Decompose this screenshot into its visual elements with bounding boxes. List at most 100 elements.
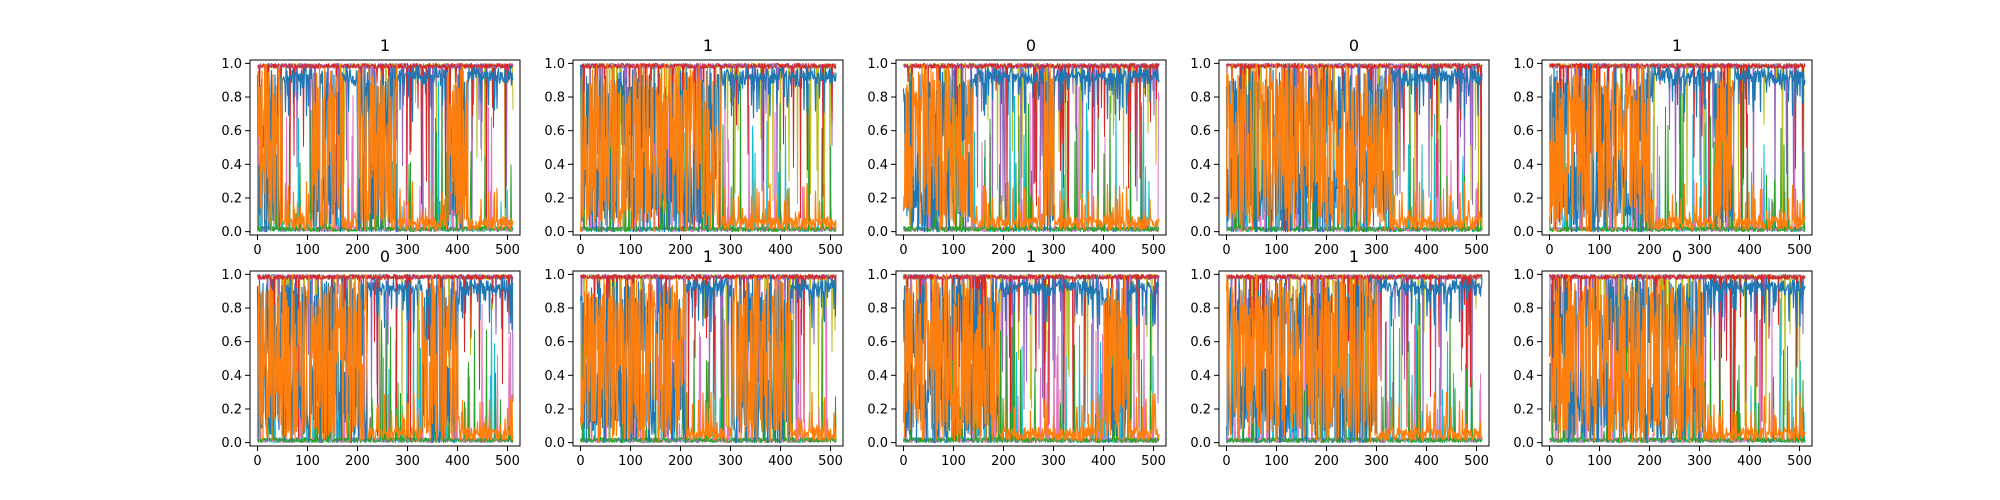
subplot-7: 0 100 200 300 400 500 0.0 0.2 0.4 0.6 0.8 1.0 1	[544, 247, 844, 469]
subplot-4-ticks: 0 100 200 300 400 500 0.0 0.2 0.4 0.6 0.8 1.0	[1190, 57, 1489, 258]
subplot-4-axes-frame	[1218, 59, 1490, 236]
subplot-9-x-tick-label: 300	[1364, 454, 1389, 469]
subplot-4-y-tick-label: 1.0	[1190, 57, 1211, 72]
subplot-2-ticks: 0 100 200 300 400 500 0.0 0.2 0.4 0.6 0.8 1.0	[544, 57, 843, 258]
subplot-8-x-tick-label: 500	[1141, 454, 1166, 469]
subplot-6-y-tick-label: 1.0	[221, 268, 242, 283]
subplot-2-x-tick-label: 200	[668, 243, 693, 258]
subplot-9-orange-series	[1225, 274, 1483, 444]
subplot-2-title: 1	[703, 36, 713, 55]
subplot-9-y-tick-label: 0.0	[1190, 436, 1211, 451]
subplot-1-x-tick-label: 0	[253, 243, 261, 258]
subplot-8-y-tick-label: 0.4	[867, 369, 888, 384]
subplot-1-series	[256, 62, 514, 233]
subplot-2-y-tick-label: 0.4	[544, 158, 565, 173]
subplot-8-y-tick-label: 0.6	[867, 335, 888, 350]
subplot-7-x-tick-label: 300	[718, 454, 743, 469]
subplot-8: 0 100 200 300 400 500 0.0 0.2 0.4 0.6 0.8 1.0 1	[867, 247, 1167, 469]
subplot-8-y-tick-label: 0.2	[867, 402, 888, 417]
subplot-6-x-tick-label: 200	[345, 454, 370, 469]
subplot-7-x-tick-label: 100	[618, 454, 643, 469]
subplot-2-axes-frame	[572, 59, 844, 236]
subplot-1-x-tick-label: 100	[295, 243, 320, 258]
subplot-1-y-tick-label: 0.2	[221, 191, 242, 206]
subplot-5-series	[1549, 62, 1806, 233]
subplot-10: 0 100 200 300 400 500 0.0 0.2 0.4 0.6 0.8 1.0 0	[1513, 247, 1813, 469]
subplot-1-y-tick-label: 0.8	[221, 91, 242, 106]
subplot-6-ticks: 0 100 200 300 400 500 0.0 0.2 0.4 0.6 0.8 1.0	[221, 268, 520, 469]
subplot-8-orange-series	[902, 273, 1160, 443]
subplot-4-y-tick-label: 0.4	[1190, 158, 1211, 173]
subplot-9-title: 1	[1349, 247, 1359, 266]
subplot-2-y-tick-label: 0.6	[544, 124, 565, 139]
subplot-2-orange-series	[579, 62, 837, 233]
subplot-3-x-tick-label: 400	[1091, 243, 1116, 258]
subplot-3-orange-series	[902, 62, 1160, 233]
subplot-5-y-tick-label: 1.0	[1513, 57, 1534, 72]
subplot-9-y-tick-label: 0.4	[1190, 369, 1211, 384]
subplot-9-y-tick-label: 1.0	[1190, 268, 1211, 283]
subplot-2-minor-series-6	[580, 62, 837, 232]
subplot-1-y-tick-label: 0.6	[221, 124, 242, 139]
subplot-1-y-tick-label: 1.0	[221, 57, 242, 72]
subplot-5-x-tick-label: 300	[1687, 243, 1712, 258]
subplot-5-y-tick-label: 0.0	[1513, 225, 1534, 240]
subplot-4-x-tick-label: 200	[1314, 243, 1339, 258]
subplot-10-y-tick-label: 0.0	[1513, 436, 1534, 451]
subplot-2-x-tick-label: 500	[818, 243, 843, 258]
subplot-9-minor-series-4	[1226, 273, 1483, 442]
subplot-8-title: 1	[1026, 247, 1036, 266]
subplot-10-title: 0	[1672, 247, 1682, 266]
subplot-7-x-tick-label: 0	[576, 454, 584, 469]
subplot-9-ticks: 0 100 200 300 400 500 0.0 0.2 0.4 0.6 0.8 1.0	[1190, 268, 1489, 469]
subplot-7-orange-series	[579, 273, 837, 443]
subplot-6-x-tick-label: 0	[253, 454, 261, 469]
subplot-10-minor-series-5	[1549, 295, 1806, 444]
subplot-5-ticks: 0 100 200 300 400 500 0.0 0.2 0.4 0.6 0.8 1.0	[1513, 57, 1812, 258]
subplot-5: 0 100 200 300 400 500 0.0 0.2 0.4 0.6 0.8 1.0 1	[1513, 36, 1813, 258]
subplot-1-blue-series	[256, 64, 514, 233]
subplot-8-axes-frame	[895, 270, 1167, 447]
subplot-4-blue-series	[1225, 64, 1483, 233]
subplot-8-x-tick-label: 200	[991, 454, 1016, 469]
subplot-9-y-tick-label: 0.6	[1190, 335, 1211, 350]
subplot-3-x-tick-label: 0	[899, 243, 907, 258]
subplot-4-y-tick-label: 0.8	[1190, 91, 1211, 106]
subplot-6-title: 0	[380, 247, 390, 266]
subplot-10-minor-series-6	[1549, 273, 1806, 440]
subplot-7-x-tick-label: 500	[818, 454, 843, 469]
subplot-7-axes-frame	[572, 270, 844, 447]
subplot-2-x-tick-label: 100	[618, 243, 643, 258]
subplot-2-x-tick-label: 400	[768, 243, 793, 258]
subplot-3: 0 100 200 300 400 500 0.0 0.2 0.4 0.6 0.8 1.0 0	[867, 36, 1167, 258]
subplot-2-y-tick-label: 0.2	[544, 191, 565, 206]
subplot-3-y-tick-label: 0.2	[867, 191, 888, 206]
subplot-5-x-tick-label: 0	[1545, 243, 1553, 258]
subplot-4-series	[1225, 62, 1483, 233]
subplot-9-x-tick-label: 200	[1314, 454, 1339, 469]
subplot-1-x-tick-label: 500	[495, 243, 520, 258]
subplot-7-y-tick-label: 0.6	[544, 335, 565, 350]
subplot-6-axes-frame	[249, 270, 521, 447]
subplot-2-y-tick-label: 1.0	[544, 57, 565, 72]
subplot-3-x-tick-label: 200	[991, 243, 1016, 258]
subplot-5-orange-series	[1549, 63, 1806, 233]
subplot-3-series	[902, 62, 1160, 233]
subplot-9-x-tick-label: 100	[1264, 454, 1289, 469]
subplot-1-ticks: 0 100 200 300 400 500 0.0 0.2 0.4 0.6 0.8 1.0	[221, 57, 520, 258]
subplot-10-x-tick-label: 0	[1545, 454, 1553, 469]
subplot-3-y-tick-label: 0.6	[867, 124, 888, 139]
subplot-4-y-tick-label: 0.0	[1190, 225, 1211, 240]
subplot-5-y-tick-label: 0.8	[1513, 91, 1534, 106]
subplot-8-x-tick-label: 0	[899, 454, 907, 469]
subplot-2-x-tick-label: 0	[576, 243, 584, 258]
subplot-7-y-tick-label: 0.4	[544, 369, 565, 384]
subplot-9-x-tick-label: 400	[1414, 454, 1439, 469]
subplot-10-y-tick-label: 0.8	[1513, 302, 1534, 317]
subplot-4-x-tick-label: 0	[1222, 243, 1230, 258]
subplot-8-x-tick-label: 400	[1091, 454, 1116, 469]
subplot-1-x-tick-label: 300	[395, 243, 420, 258]
subplot-8-y-tick-label: 1.0	[867, 268, 888, 283]
subplot-4-title: 0	[1349, 36, 1359, 55]
